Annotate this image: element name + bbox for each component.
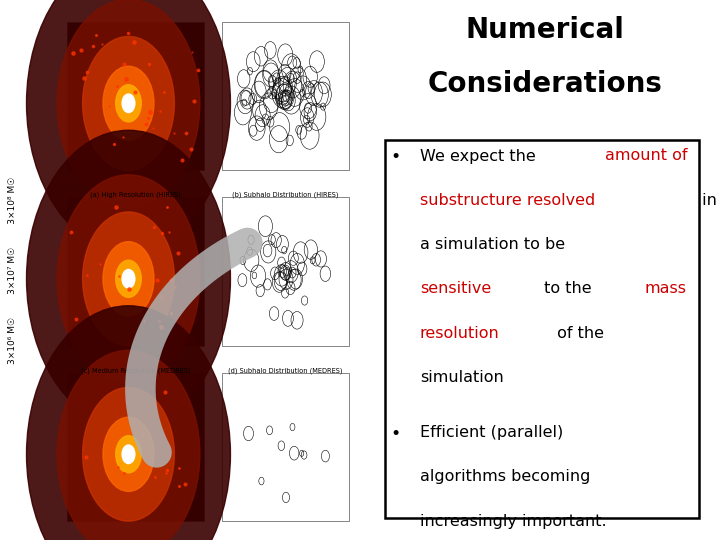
Text: 3×10⁶ M☉        3×10⁷ M☉        3×10⁸ M☉: 3×10⁶ M☉ 3×10⁷ M☉ 3×10⁸ M☉ bbox=[9, 177, 17, 363]
Text: algorithms becoming: algorithms becoming bbox=[420, 469, 590, 484]
Circle shape bbox=[122, 94, 135, 112]
Circle shape bbox=[103, 417, 154, 491]
Circle shape bbox=[57, 0, 200, 207]
Circle shape bbox=[27, 306, 230, 540]
Text: a simulation to be: a simulation to be bbox=[420, 237, 564, 252]
Text: (c) Medium Resolution (MEDRES): (c) Medium Resolution (MEDRES) bbox=[81, 367, 190, 374]
Circle shape bbox=[57, 175, 200, 383]
Text: (b) Subhalo Distribution (HIRES): (b) Subhalo Distribution (HIRES) bbox=[233, 192, 339, 198]
Text: mass: mass bbox=[644, 281, 686, 296]
Text: resolution: resolution bbox=[420, 326, 500, 341]
Bar bbox=[222, 197, 348, 346]
FancyBboxPatch shape bbox=[384, 140, 699, 518]
Text: (d) Subhalo Distribution (MEDRES): (d) Subhalo Distribution (MEDRES) bbox=[228, 367, 343, 374]
Text: •: • bbox=[390, 148, 400, 166]
Text: (a) High Resolution (HIRES): (a) High Resolution (HIRES) bbox=[90, 192, 181, 198]
Text: simulation: simulation bbox=[420, 370, 503, 385]
Bar bbox=[67, 22, 204, 170]
Text: substructure resolved: substructure resolved bbox=[420, 193, 595, 208]
Text: sensitive: sensitive bbox=[420, 281, 491, 296]
Circle shape bbox=[27, 130, 230, 427]
Text: •: • bbox=[390, 425, 400, 443]
Circle shape bbox=[83, 212, 174, 346]
Text: of the: of the bbox=[552, 326, 604, 341]
Bar bbox=[222, 373, 348, 521]
Bar bbox=[67, 197, 204, 346]
Circle shape bbox=[83, 36, 174, 170]
Text: in: in bbox=[698, 193, 717, 208]
Circle shape bbox=[116, 436, 141, 473]
Circle shape bbox=[103, 241, 154, 316]
Circle shape bbox=[116, 85, 141, 122]
Bar bbox=[222, 22, 348, 170]
Text: to the: to the bbox=[539, 281, 596, 296]
Circle shape bbox=[27, 0, 230, 252]
Circle shape bbox=[103, 66, 154, 140]
Text: Numerical: Numerical bbox=[466, 16, 625, 44]
Circle shape bbox=[83, 388, 174, 521]
Text: increasingly important.: increasingly important. bbox=[420, 514, 606, 529]
Text: Efficient (parallel): Efficient (parallel) bbox=[420, 425, 563, 440]
Text: We expect the: We expect the bbox=[420, 148, 541, 164]
Bar bbox=[67, 373, 204, 521]
Text: amount of: amount of bbox=[605, 148, 688, 164]
Circle shape bbox=[116, 260, 141, 298]
Circle shape bbox=[122, 269, 135, 288]
Text: Considerations: Considerations bbox=[428, 70, 663, 98]
Circle shape bbox=[57, 350, 200, 540]
Circle shape bbox=[122, 445, 135, 463]
